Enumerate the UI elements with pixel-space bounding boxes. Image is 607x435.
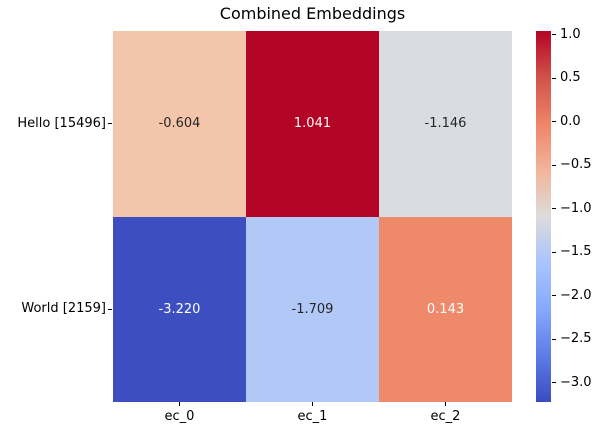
- colorbar-tick-mark: [552, 77, 556, 79]
- colorbar-gradient: [536, 31, 551, 402]
- y-axis-tick-mark: [108, 123, 112, 125]
- heatmap-cell: 0.143: [379, 216, 512, 402]
- colorbar-tick-label: −1.5: [560, 244, 592, 260]
- colorbar-tick-mark: [552, 338, 556, 340]
- colorbar-tick-mark: [552, 208, 556, 210]
- heatmap-cell: -1.709: [246, 216, 379, 402]
- colorbar-tick-label: −2.0: [560, 287, 592, 303]
- colorbar-tick-mark: [552, 251, 556, 253]
- heatmap-cell: -1.146: [379, 31, 512, 217]
- colorbar-tick-label: 1.0: [560, 26, 581, 42]
- y-axis-row-label: World [2159]: [21, 301, 106, 317]
- heatmap-cell: 1.041: [246, 31, 379, 217]
- heatmap-grid: -0.604 1.041 -1.146 -3.220 -1.709 0.143: [113, 31, 512, 402]
- colorbar-tick-mark: [552, 34, 556, 36]
- heatmap-cell: -3.220: [113, 216, 246, 402]
- y-axis-tick-mark: [108, 308, 112, 310]
- colorbar-tick-label: −2.5: [560, 331, 592, 347]
- x-axis-col-label: ec_0: [164, 409, 195, 424]
- colorbar-tick-mark: [552, 164, 556, 166]
- colorbar-tick-label: −3.0: [560, 374, 592, 390]
- y-axis-row-label: Hello [15496]: [17, 115, 106, 131]
- x-axis-tick-mark: [445, 402, 446, 406]
- colorbar-tick-mark: [552, 295, 556, 297]
- colorbar-tick-label: −1.0: [560, 200, 592, 216]
- x-axis-tick-mark: [179, 402, 180, 406]
- chart-title: Combined Embeddings: [219, 4, 406, 23]
- x-axis-tick-mark: [312, 402, 313, 406]
- colorbar-tick-label: −0.5: [560, 157, 592, 173]
- x-axis-col-label: ec_2: [430, 409, 461, 424]
- x-axis-col-label: ec_1: [297, 409, 328, 424]
- colorbar-tick-label: 0.5: [560, 70, 581, 86]
- heatmap-cell: -0.604: [113, 31, 246, 217]
- colorbar-tick-mark: [552, 382, 556, 384]
- colorbar-tick-mark: [552, 121, 556, 123]
- colorbar-tick-label: 0.0: [560, 113, 581, 129]
